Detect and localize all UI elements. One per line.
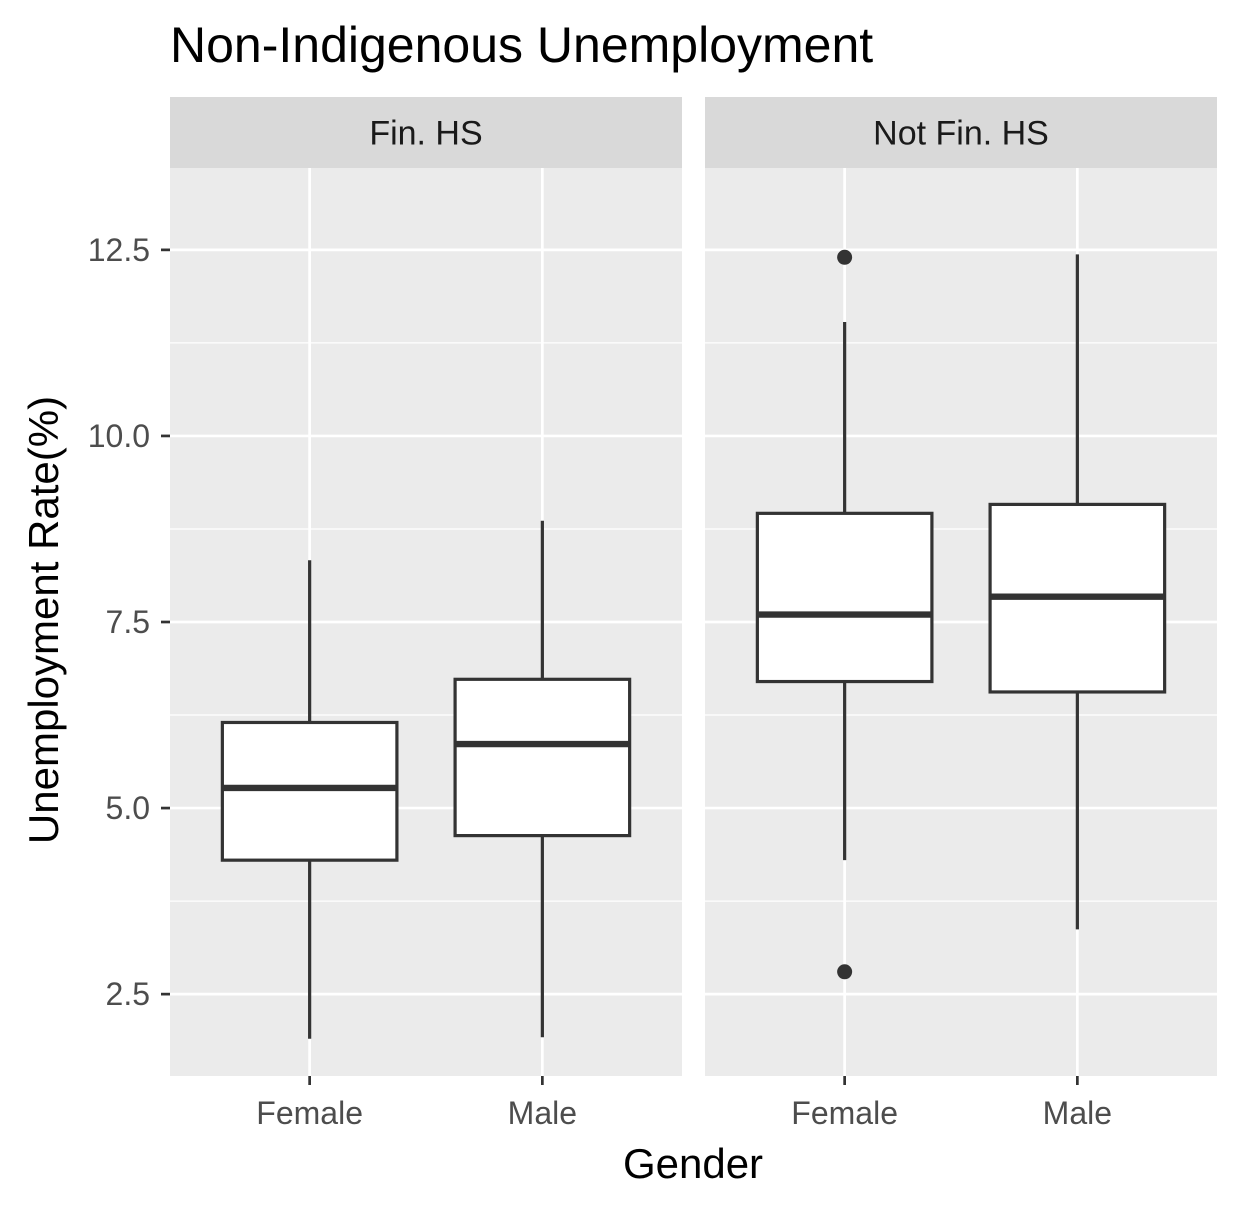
y-axis-title: Unemployment Rate(%)	[20, 396, 67, 844]
y-axis: 2.5 5.0 7.5 10.0 12.5	[88, 232, 170, 1012]
x-tick-label: Male	[1043, 1095, 1112, 1131]
box-male	[453, 520, 632, 1038]
box-iqr	[755, 511, 934, 684]
x-tick-label: Female	[791, 1095, 898, 1131]
box-female	[755, 249, 934, 980]
facet-strip-label: Not Fin. HS	[873, 115, 1049, 153]
x-axis-title: Gender	[623, 1140, 763, 1187]
box-iqr	[453, 677, 632, 838]
y-tick-label: 2.5	[106, 976, 150, 1012]
y-tick-label: 7.5	[106, 604, 150, 640]
facet-panel: Not Fin. HS Female Male	[705, 97, 1217, 1131]
x-tick-label: Female	[256, 1095, 363, 1131]
outlier-point	[837, 964, 853, 980]
box-iqr	[220, 720, 399, 862]
facet-panel: Fin. HS Female Male	[170, 97, 682, 1131]
facet-strip	[170, 97, 682, 168]
y-tick-label: 5.0	[106, 790, 150, 826]
box-female	[220, 560, 399, 1039]
x-tick-label: Male	[508, 1095, 577, 1131]
y-tick-label: 12.5	[88, 232, 150, 268]
facet-strip-label: Fin. HS	[369, 115, 482, 153]
y-tick-label: 10.0	[88, 418, 150, 454]
outlier-point	[837, 249, 853, 265]
chart-title: Non-Indigenous Unemployment	[170, 17, 873, 73]
facet-panels: Fin. HS Female Male Not Fin. HS Female Male	[170, 97, 1217, 1131]
facet-strip	[705, 97, 1217, 168]
box-male	[988, 254, 1167, 930]
